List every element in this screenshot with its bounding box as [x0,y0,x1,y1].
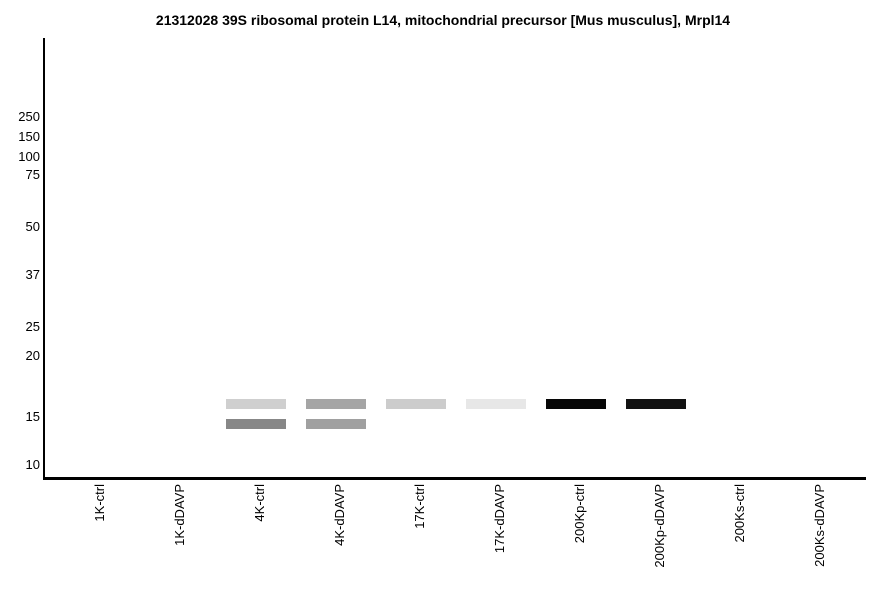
protein-band [226,419,286,429]
y-axis-tick-label: 25 [25,319,40,334]
y-axis-tick-label: 15 [25,409,40,424]
lane-label-200ks-ddavp: 200Ks-dDAVP [812,484,827,567]
protein-band [386,399,446,409]
y-axis-tick-label: 75 [25,167,40,182]
y-axis-tick-label: 20 [25,348,40,363]
protein-band [466,399,526,409]
y-axis-tick-label: 10 [25,457,40,472]
y-axis-tick-label: 250 [18,109,40,124]
lane-label-4k-ctrl: 4K-ctrl [252,484,267,522]
lane-label-200ks-ctrl: 200Ks-ctrl [732,484,747,543]
y-axis-tick-label: 50 [25,219,40,234]
lane-label-1k-ctrl: 1K-ctrl [92,484,107,522]
y-axis-tick-label: 150 [18,129,40,144]
protein-band [306,419,366,429]
chart-title: 21312028 39S ribosomal protein L14, mito… [155,12,731,28]
y-axis-line [43,38,45,479]
lane-label-17k-ddavp: 17K-dDAVP [492,484,507,554]
lane-label-1k-ddavp: 1K-dDAVP [172,484,187,546]
protein-band [546,399,606,409]
protein-band [226,399,286,409]
y-axis-tick-label: 37 [25,267,40,282]
protein-band [626,399,686,409]
y-axis-tick-label: 100 [18,149,40,164]
lane-label-4k-ddavp: 4K-dDAVP [332,484,347,546]
lane-label-17k-ctrl: 17K-ctrl [412,484,427,529]
lane-label-200kp-ctrl: 200Kp-ctrl [572,484,587,544]
protein-band [306,399,366,409]
x-axis-line [43,477,866,480]
lane-label-200kp-ddavp: 200Kp-dDAVP [652,484,667,568]
